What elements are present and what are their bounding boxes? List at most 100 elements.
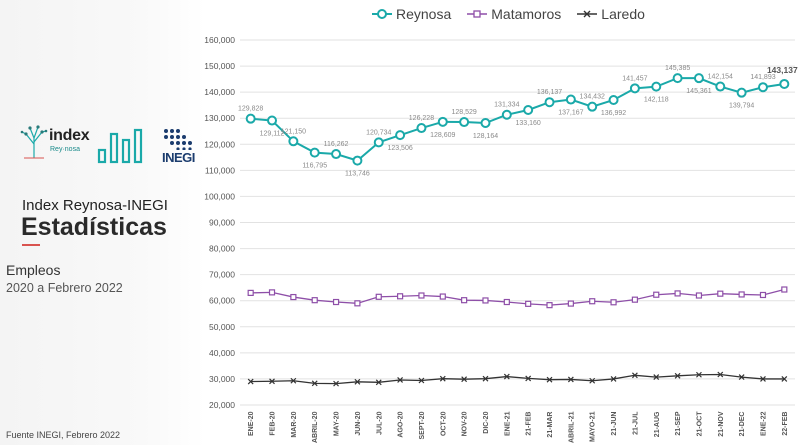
x-tick-label: 21-FEB [526, 412, 533, 436]
x-tick-label: NOV-20 [462, 411, 469, 436]
point-laredo [696, 371, 702, 378]
x-tick-label: ENE-22 [760, 411, 767, 436]
data-label-reynosa: 121,150 [281, 128, 306, 135]
x-tick-label: ENE-20 [248, 411, 255, 436]
point-matamoros [717, 290, 724, 297]
data-label-reynosa: 129,828 [238, 106, 263, 113]
legend-label-reynosa: Reynosa [396, 6, 452, 22]
point-laredo [525, 375, 532, 382]
point-reynosa [715, 81, 726, 92]
data-label-reynosa: 126,228 [409, 115, 434, 122]
series-line-laredo [250, 373, 785, 385]
y-tick-label: 140,000 [204, 87, 235, 97]
y-tick-label: 100,000 [204, 191, 235, 201]
y-tick-label: 30,000 [209, 374, 235, 384]
data-label-reynosa: 120,734 [366, 129, 391, 136]
point-laredo [418, 377, 425, 384]
point-laredo [461, 376, 468, 383]
data-label-reynosa: 123,506 [387, 145, 412, 152]
point-matamoros [482, 297, 489, 304]
point-reynosa [459, 117, 470, 128]
point-matamoros [653, 291, 660, 298]
point-reynosa [693, 73, 704, 84]
y-tick-label: 40,000 [209, 348, 235, 358]
source-note: Fuente INEGI, Febrero 2022 [6, 430, 121, 440]
point-reynosa [373, 137, 384, 148]
point-laredo [482, 375, 489, 382]
point-reynosa [544, 97, 555, 108]
point-laredo [333, 380, 339, 387]
point-reynosa [267, 115, 278, 126]
panel-title: Estadísticas [21, 213, 167, 241]
point-reynosa [608, 94, 619, 105]
point-reynosa [629, 83, 640, 94]
y-tick-label: 130,000 [204, 113, 235, 123]
legend-marker-laredo-icon [577, 10, 598, 18]
x-tick-label: DIC-20 [483, 411, 490, 433]
data-label-reynosa: 141,893 [750, 74, 775, 81]
data-label-reynosa: 113,746 [345, 171, 370, 178]
data-label-reynosa: 131,334 [494, 102, 519, 109]
point-laredo [290, 377, 297, 384]
point-laredo [674, 372, 681, 379]
point-laredo [653, 374, 660, 381]
point-matamoros [290, 293, 297, 301]
point-laredo [269, 378, 275, 385]
x-tick-label: ABRIL-20 [312, 411, 319, 443]
x-tick-label: 21-OCT [696, 411, 703, 437]
legend-item-matamoros: Matamoros [467, 6, 561, 22]
point-matamoros [781, 286, 788, 293]
point-reynosa [523, 104, 534, 115]
x-tick-label: 21-DEC [739, 412, 746, 437]
x-tick-label: 21-AUG [654, 411, 661, 437]
inegi-logo-icon [164, 129, 192, 150]
x-tick-label: MAR-20 [291, 411, 298, 437]
point-matamoros [418, 292, 425, 299]
point-laredo [375, 379, 382, 386]
y-tick-label: 90,000 [209, 218, 235, 228]
point-laredo [311, 380, 318, 387]
point-reynosa [480, 118, 491, 129]
data-label-reynosa: 133,160 [516, 120, 541, 127]
legend-marker-matamoros-icon [467, 10, 488, 18]
panel-period: 2020 a Febrero 2022 [6, 281, 123, 295]
point-reynosa [672, 73, 683, 84]
data-label-reynosa: 143,137 [767, 65, 798, 75]
point-reynosa [651, 81, 662, 92]
data-label-reynosa: 136,137 [537, 89, 562, 96]
point-laredo [247, 378, 254, 385]
employment-line-chart: 20,000 30,000 40,000 50,000 60,000 70,000 80,0… [204, 35, 798, 443]
point-reynosa [757, 82, 768, 93]
tree-logo-icon [20, 125, 48, 159]
point-reynosa [565, 94, 576, 105]
x-tick-label: OCT-20 [440, 411, 447, 436]
y-tick-label: 160,000 [204, 35, 235, 45]
point-matamoros [567, 300, 574, 307]
legend-item-laredo: Laredo [577, 6, 645, 22]
x-tick-label: 21-JUN [611, 412, 618, 436]
panel-subtitle: Empleos [6, 262, 61, 278]
left-panel: index Rey·nosa INEGI Index Reynosa-INEGI… [0, 0, 205, 445]
x-tick-label: MAYO-21 [590, 411, 597, 442]
point-reynosa [245, 113, 256, 124]
y-tick-label: 60,000 [209, 296, 235, 306]
legend-marker-reynosa-icon [372, 9, 392, 19]
point-matamoros [439, 293, 446, 300]
point-matamoros [589, 298, 596, 305]
point-reynosa [395, 130, 406, 141]
legend-label-laredo: Laredo [601, 6, 645, 22]
point-matamoros [610, 299, 617, 306]
point-matamoros [503, 298, 510, 306]
point-laredo [439, 375, 446, 382]
y-tick-label: 20,000 [209, 400, 235, 410]
data-label-reynosa: 141,457 [622, 75, 647, 82]
point-laredo [567, 376, 574, 383]
point-laredo [589, 377, 596, 384]
bar-chart-logo-icon [97, 128, 143, 164]
point-laredo [354, 378, 361, 385]
x-tick-label: 21-SEP [675, 411, 682, 435]
data-label-reynosa: 129,112 [260, 131, 285, 138]
point-laredo [781, 376, 788, 382]
point-matamoros [759, 291, 767, 299]
point-reynosa [437, 116, 448, 127]
